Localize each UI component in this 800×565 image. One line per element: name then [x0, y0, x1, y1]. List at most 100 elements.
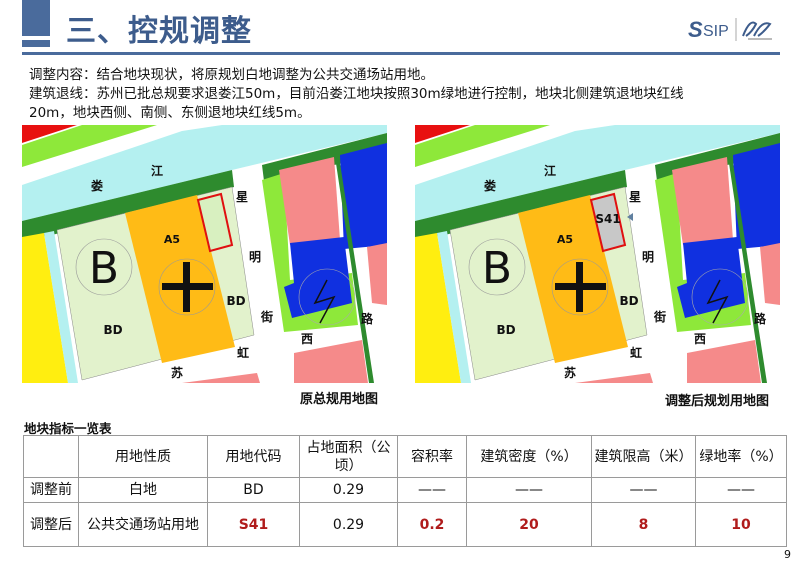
- map-label: 虹: [237, 345, 249, 360]
- cell: 0.29: [299, 477, 398, 503]
- map-label: 西: [301, 332, 313, 346]
- lightning-icon: [313, 279, 336, 324]
- pink-parcel-south: [687, 340, 761, 383]
- pink-parcel-east: [367, 243, 387, 305]
- plus-icon-bar: [555, 283, 606, 290]
- s41-label: S41: [595, 212, 620, 226]
- bus-circle: [468, 238, 526, 296]
- header-cell: [23, 435, 79, 478]
- cell: 调整前: [23, 477, 79, 503]
- page-title: 三、控规调整: [66, 14, 252, 49]
- cell: BD: [207, 477, 300, 503]
- map-label: 苏: [171, 365, 183, 380]
- pink-parcel: [279, 157, 340, 245]
- table-title: 地块指标一览表: [24, 421, 112, 436]
- map-label: A5: [164, 233, 180, 246]
- blue-parcel-lower: [284, 237, 352, 318]
- cell: ——: [397, 477, 467, 503]
- map-label: 星: [236, 190, 248, 204]
- map-label: 娄: [91, 178, 103, 193]
- map-label: 江: [151, 163, 163, 178]
- map-label: 虹: [630, 345, 642, 360]
- cell: 调整后: [23, 502, 79, 547]
- yellow-parcel: [415, 233, 461, 383]
- cell: 0.29: [299, 502, 398, 547]
- lightning-icon: [706, 279, 729, 324]
- page-number: 9: [784, 548, 791, 561]
- pink-parcel-southwest: [575, 373, 653, 383]
- highlight-parcel: [196, 192, 234, 253]
- map-label: 江: [544, 163, 556, 178]
- map-label: 西: [694, 332, 706, 346]
- svg-text:S: S: [688, 17, 703, 42]
- map-label: A5: [557, 233, 573, 246]
- map-label: BD: [226, 294, 245, 308]
- map-caption-original: 原总规用地图: [300, 392, 379, 407]
- highlight-parcel: [589, 192, 627, 253]
- setback-text: 建筑退线：苏州已批总规要求退娄江50m，目前沿娄江地块按照30m绿地进行控制，地…: [29, 86, 684, 102]
- cell: ——: [591, 477, 696, 503]
- road-green-line: [334, 150, 374, 383]
- river: [22, 125, 387, 221]
- cell: 公共交通场站用地: [78, 502, 208, 547]
- header-cell: 建筑限高（米）: [591, 435, 696, 478]
- table-row: 调整前 白地 BD 0.29 —— —— —— ——: [23, 477, 787, 503]
- blue-parcel: [340, 143, 387, 249]
- canal: [44, 231, 78, 383]
- power-circle: [298, 268, 356, 326]
- bus-stop-marker: [627, 213, 633, 221]
- map-label: BD: [496, 323, 515, 337]
- river-green-band: [22, 170, 234, 239]
- adjusted-land-use-map: B 娄 江 星明街 西 路虹苏 BD BD A5 S41: [415, 125, 780, 383]
- blue-parcel-lower: [677, 237, 745, 318]
- road-green-line: [727, 150, 767, 383]
- red-parcel: [22, 125, 77, 143]
- cell: 白地: [78, 477, 208, 503]
- map-label: 苏: [564, 365, 576, 380]
- blue-parcel: [733, 143, 780, 249]
- pink-parcel-south: [294, 340, 368, 383]
- adjustment-content-text: 调整内容：结合地块现状，将原规划白地调整为公共交通场站用地。: [29, 67, 434, 83]
- indicator-table: 用地性质 用地代码 占地面积（公顷） 容积率 建筑密度（%） 建筑限高（米） 绿…: [23, 435, 787, 547]
- map-label: 明: [249, 250, 261, 264]
- pink-parcel: [672, 157, 733, 245]
- cell: 0.2: [397, 502, 467, 547]
- map-label: 星: [629, 190, 641, 204]
- cell: 10: [695, 502, 787, 547]
- green-belt: [415, 125, 550, 167]
- cell: ——: [466, 477, 592, 503]
- map-label: B: [482, 243, 512, 294]
- map-label: 娄: [484, 178, 496, 193]
- cell: S41: [207, 502, 300, 547]
- sip-logo: S SIP: [688, 17, 772, 42]
- original-land-use-map: B 娄 江 星明街 西 路虹苏 BD BD A5: [22, 125, 387, 383]
- cell: 8: [591, 502, 696, 547]
- green-belt: [22, 125, 157, 167]
- table-header-row: 用地性质 用地代码 占地面积（公顷） 容积率 建筑密度（%） 建筑限高（米） 绿…: [23, 435, 787, 478]
- header-cell: 占地面积（公顷）: [299, 435, 398, 478]
- header-cell: 容积率: [397, 435, 467, 478]
- hospital-circle: [158, 258, 216, 316]
- title-divider: [22, 52, 780, 55]
- title-decoration-bar: [22, 40, 50, 47]
- map-label: 明: [642, 250, 654, 264]
- setback-text-cont: 20m，地块西侧、南侧、东侧退地块红线5m。: [29, 105, 311, 121]
- header-cell: 建筑密度（%）: [466, 435, 592, 478]
- pink-parcel-east: [760, 243, 780, 305]
- title-decoration: [22, 0, 50, 36]
- header-cell: 用地代码: [207, 435, 300, 478]
- map-label: BD: [103, 323, 122, 337]
- map-label: B: [89, 243, 119, 294]
- map-caption-adjusted: 调整后规划用地图: [665, 394, 770, 409]
- hospital-circle: [551, 258, 609, 316]
- map-label: BD: [619, 294, 638, 308]
- map-label: 街: [260, 309, 273, 324]
- header-cell: 用地性质: [78, 435, 208, 478]
- bus-circle: [75, 238, 133, 296]
- river-green-band: [415, 170, 627, 239]
- map-label: 路: [754, 311, 767, 326]
- svg-text:SIP: SIP: [703, 23, 729, 40]
- power-circle: [691, 268, 749, 326]
- canal: [437, 231, 471, 383]
- red-parcel: [415, 125, 470, 143]
